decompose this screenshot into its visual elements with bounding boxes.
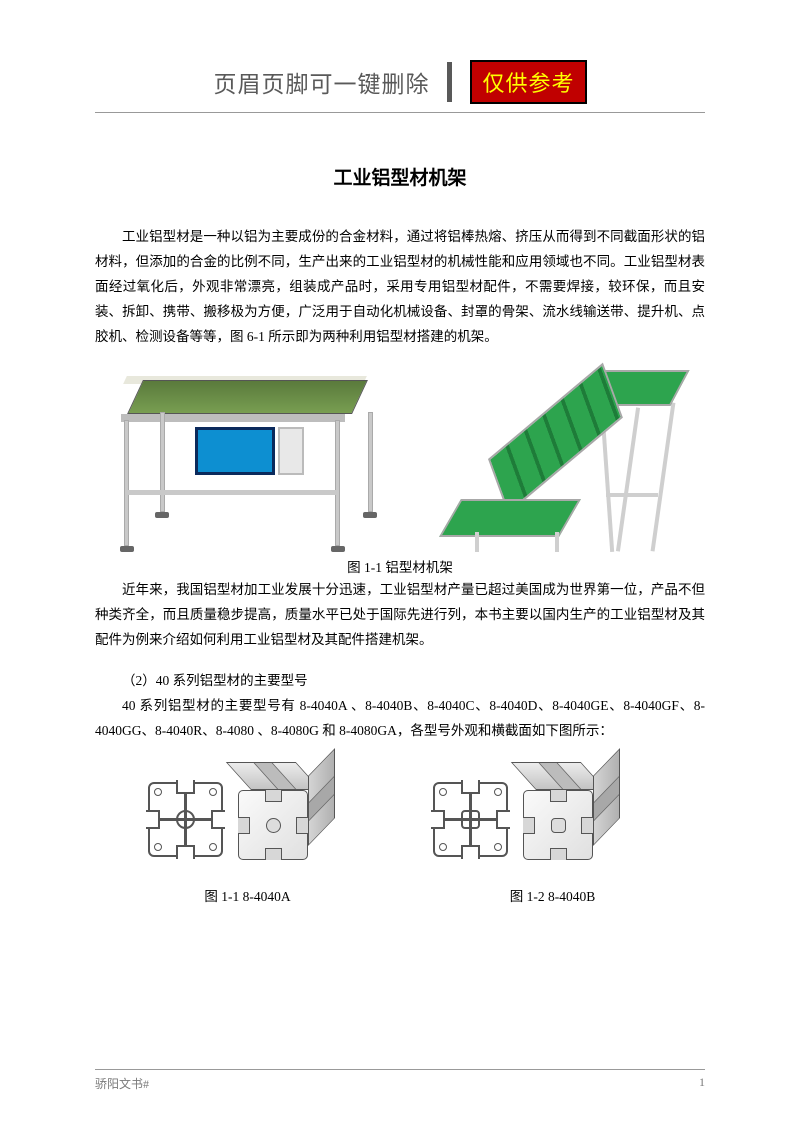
profile-a-3d [233,762,368,877]
header-title: 页眉页脚可一键删除 [213,65,429,99]
profile-b-cross-section [433,782,508,857]
figure-1-caption: 图 1-1 铝型材机架 [95,556,705,576]
figure-conveyor-table [120,372,380,552]
figure-2-captions: 图 1-1 8-4040A 图 1-2 8-4040B [95,885,705,905]
profile-a-cross-section [148,782,223,857]
paragraph-3: 40 系列铝型材的主要型号有 8-4040A 、8-4040B、8-4040C、… [95,694,705,744]
paragraph-2: 近年来，我国铝型材加工业发展十分迅速，工业铝型材产量已超过美国成为世界第一位，产… [95,578,705,653]
header-rule [95,112,705,113]
figure-1-row [95,362,705,552]
profile-b-3d [518,762,653,877]
paragraph-intro: 工业铝型材是一种以铝为主要成份的合金材料，通过将铝棒热熔、挤压从而得到不同截面形… [95,225,705,350]
figure-2-row [95,762,705,877]
document-title: 工业铝型材机架 [95,163,705,190]
footer-left: 骄阳文书# [95,1075,149,1092]
figure-inclined-conveyor [430,362,680,552]
header-badge: 仅供参考 [470,60,586,104]
profile-8-4040b [433,762,653,877]
header-divider [447,62,452,102]
page-footer: 骄阳文书# 1 [95,1069,705,1092]
profile-8-4040a [148,762,368,877]
footer-page-number: 1 [699,1075,705,1092]
figure-2a-caption: 图 1-1 8-4040A [95,885,400,905]
section-2-head: （2）40 系列铝型材的主要型号 [95,669,705,694]
page-header: 页眉页脚可一键删除 仅供参考 [95,60,705,104]
figure-2b-caption: 图 1-2 8-4040B [400,885,705,905]
